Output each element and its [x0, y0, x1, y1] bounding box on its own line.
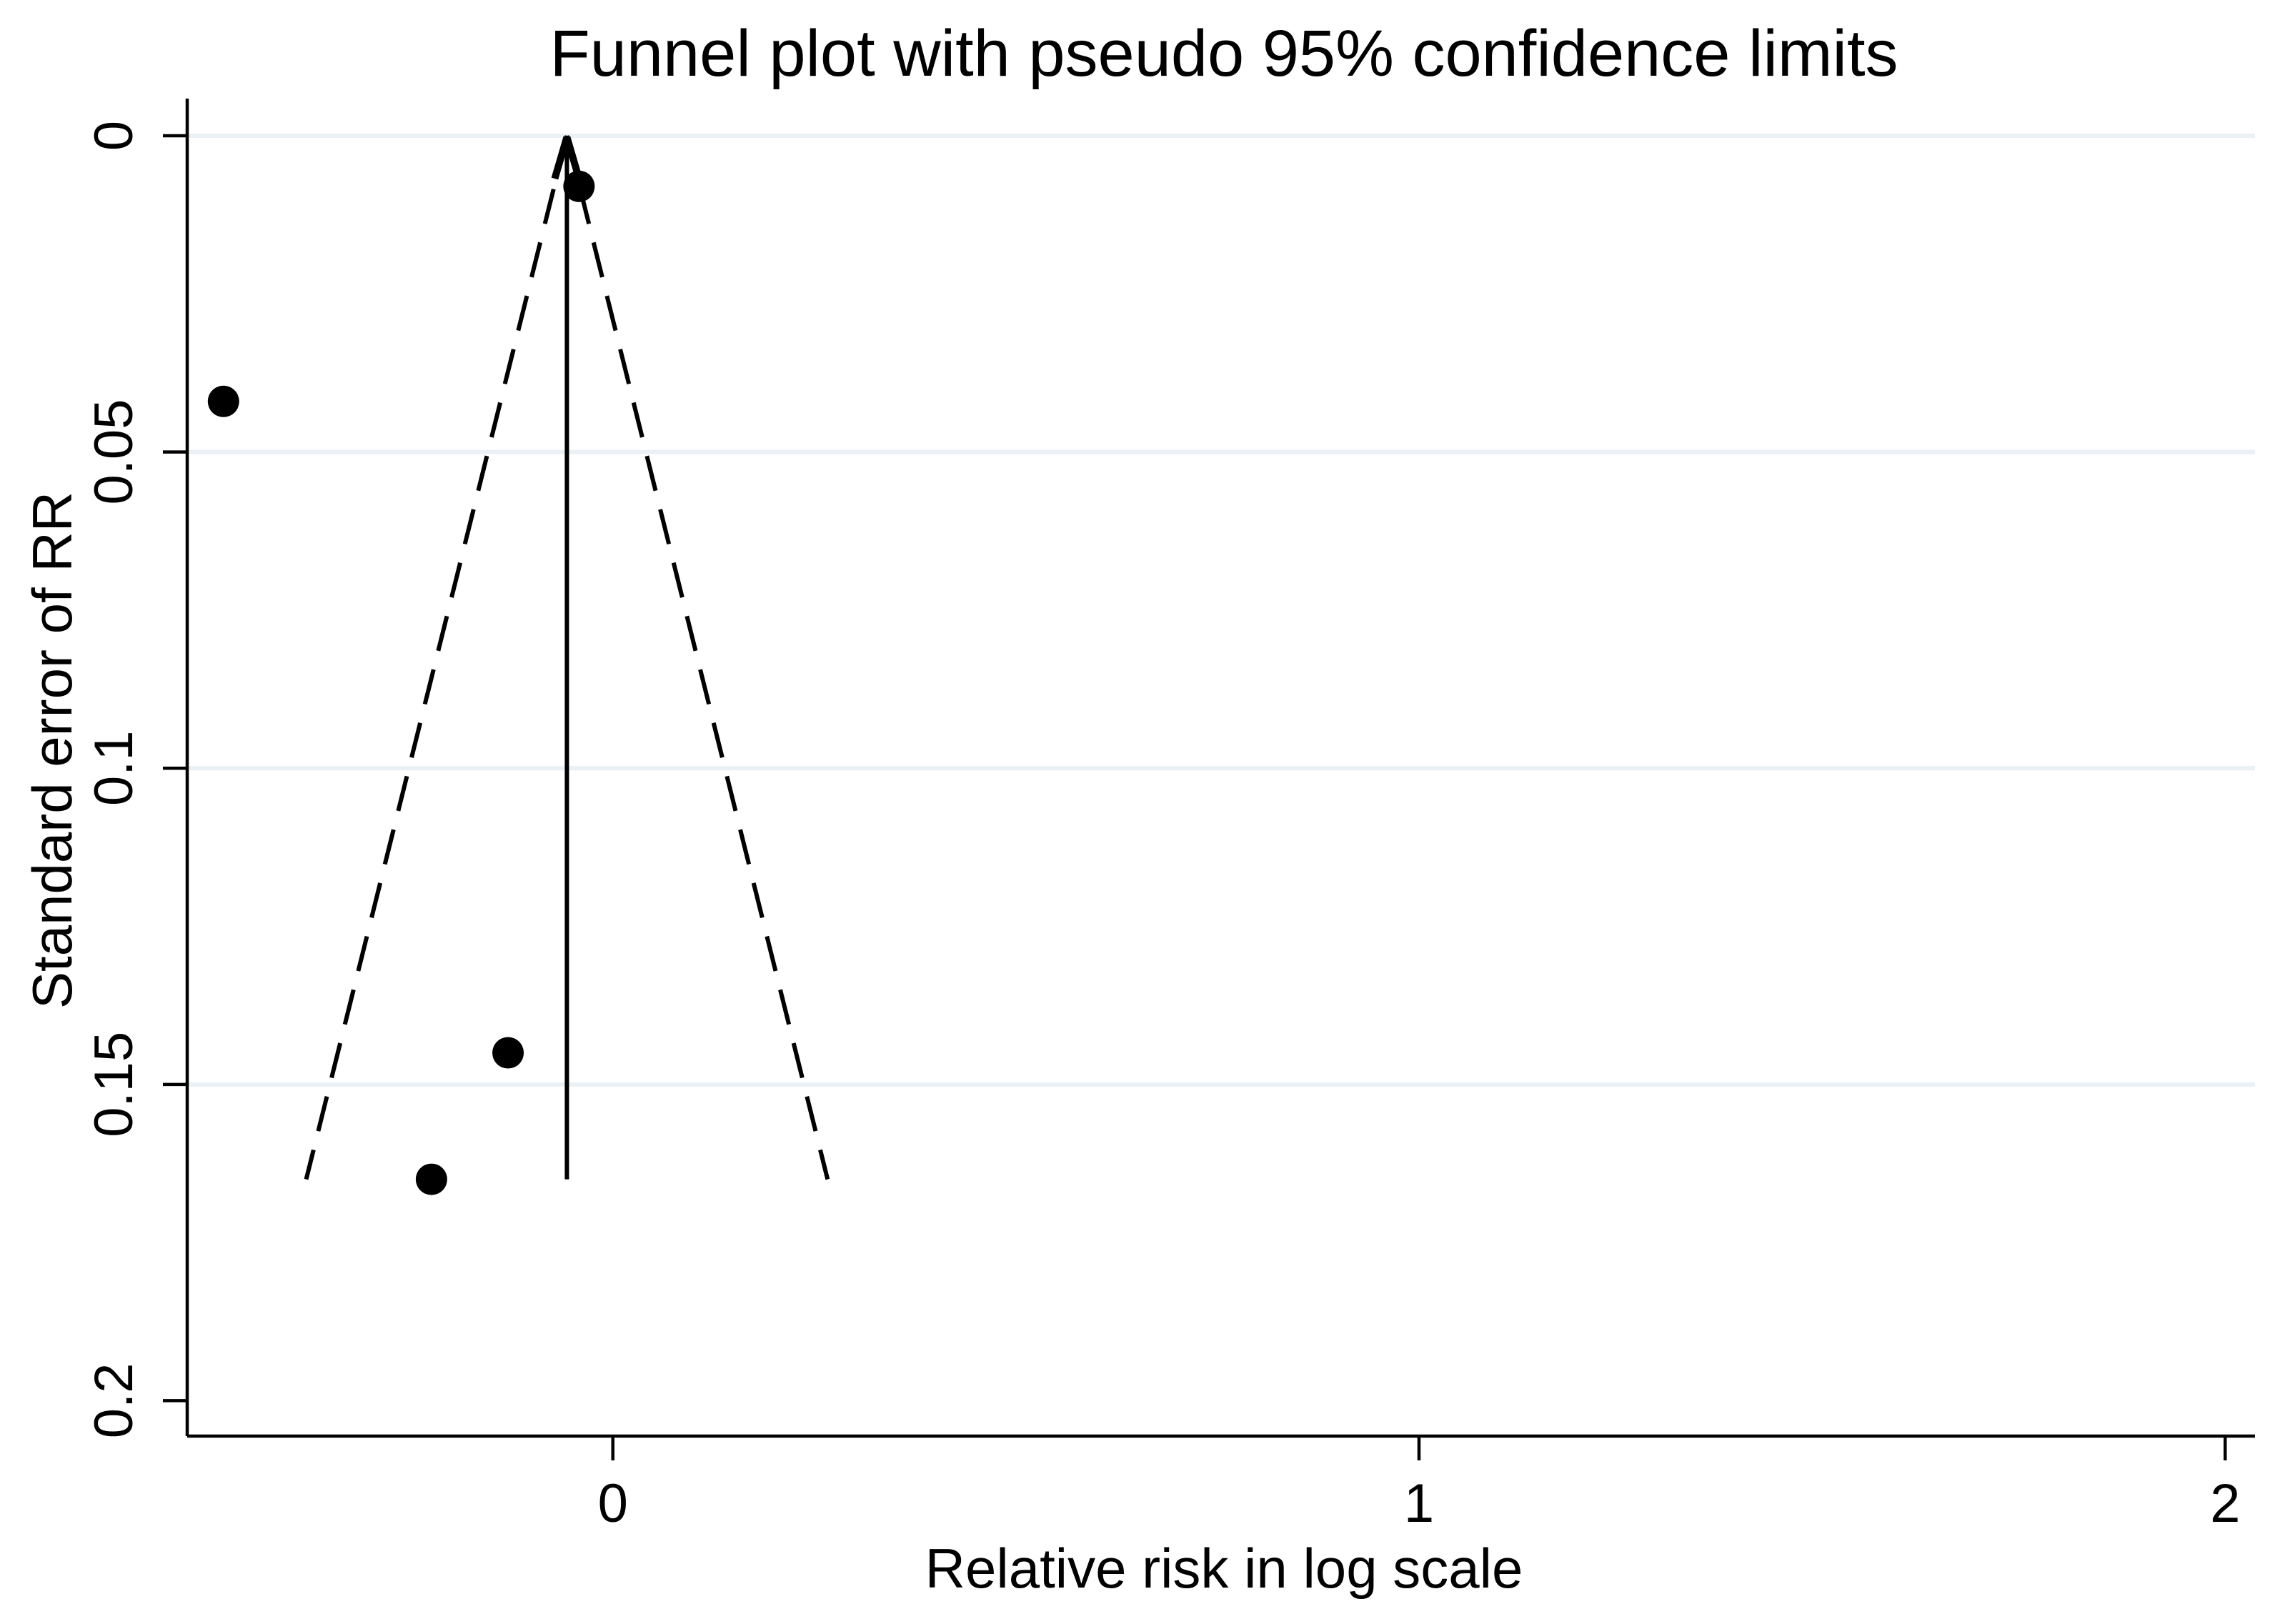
funnel-layer [304, 135, 830, 1180]
y-tick-label: 0.1 [84, 730, 144, 806]
gridlines-layer [187, 134, 2255, 1087]
x-tick-label: 0 [598, 1473, 628, 1534]
y-tick-label: 0.05 [84, 399, 144, 505]
ci-line-right [564, 135, 830, 1180]
data-point [415, 1163, 447, 1195]
arrowhead-left-barb [551, 136, 571, 180]
data-point [492, 1037, 524, 1069]
data-point [207, 385, 239, 417]
axes-layer [163, 99, 2255, 1460]
y-axis-title: Standard error of RR [21, 492, 84, 1009]
x-tick-label: 2 [2210, 1473, 2240, 1534]
data-point [563, 170, 595, 202]
data-points-layer [207, 170, 595, 1195]
y-tick-label: 0.15 [84, 1032, 144, 1137]
y-tick-label: 0.2 [84, 1363, 144, 1439]
y-tick-label: 0 [84, 121, 144, 151]
x-axis-title: Relative risk in log scale [925, 1537, 1523, 1600]
tick-labels-layer: 0 0.05 0.1 0.15 0.2 0 1 2 [84, 121, 2240, 1534]
chart-title: Funnel plot with pseudo 95% confidence l… [549, 17, 1898, 90]
x-tick-label: 1 [1404, 1473, 1434, 1534]
ci-line-left [304, 135, 569, 1180]
